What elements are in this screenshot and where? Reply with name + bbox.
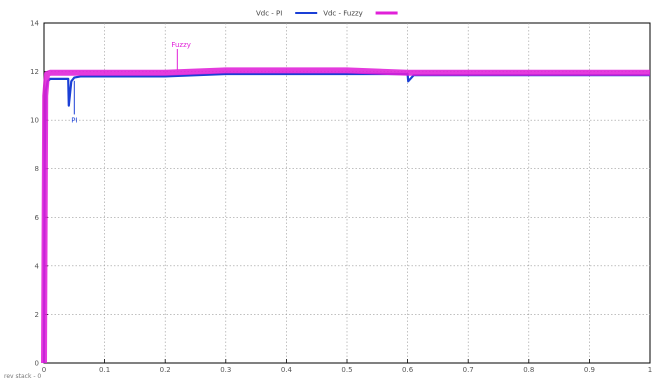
x-tick-label: 1 [648, 366, 652, 374]
footer-text: rev stack - 0 [4, 373, 41, 380]
annotation-label: Fuzzy [171, 41, 191, 49]
x-tick-label: 0 [42, 366, 46, 374]
x-tick-label: 0.6 [402, 366, 414, 374]
x-tick-label: 0.9 [584, 366, 595, 374]
legend: Vdc - PI Vdc - Fuzzy [256, 10, 398, 18]
x-tick-label: 0.7 [463, 366, 474, 374]
y-tick-label: 12 [30, 68, 39, 76]
legend-label: Vdc - PI [256, 10, 282, 18]
x-tick-label: 0.3 [220, 366, 231, 374]
x-tick-label: 0.2 [160, 366, 171, 374]
y-tick-label: 14 [30, 20, 39, 28]
y-tick-label: 4 [35, 262, 40, 270]
x-tick-label: 0.8 [523, 366, 534, 374]
y-tick-label: 8 [35, 165, 39, 173]
y-tick-label: 2 [35, 311, 39, 319]
y-tick-label: 0 [35, 360, 39, 368]
y-tick-label: 6 [35, 214, 40, 222]
y-tick-label: 10 [30, 117, 39, 125]
x-tick-label: 0.4 [281, 366, 293, 374]
x-tick-label: 0.5 [341, 366, 352, 374]
annotation-label: PI [71, 116, 77, 124]
legend-label: Vdc - Fuzzy [323, 10, 363, 18]
x-tick-label: 0.1 [99, 366, 110, 374]
